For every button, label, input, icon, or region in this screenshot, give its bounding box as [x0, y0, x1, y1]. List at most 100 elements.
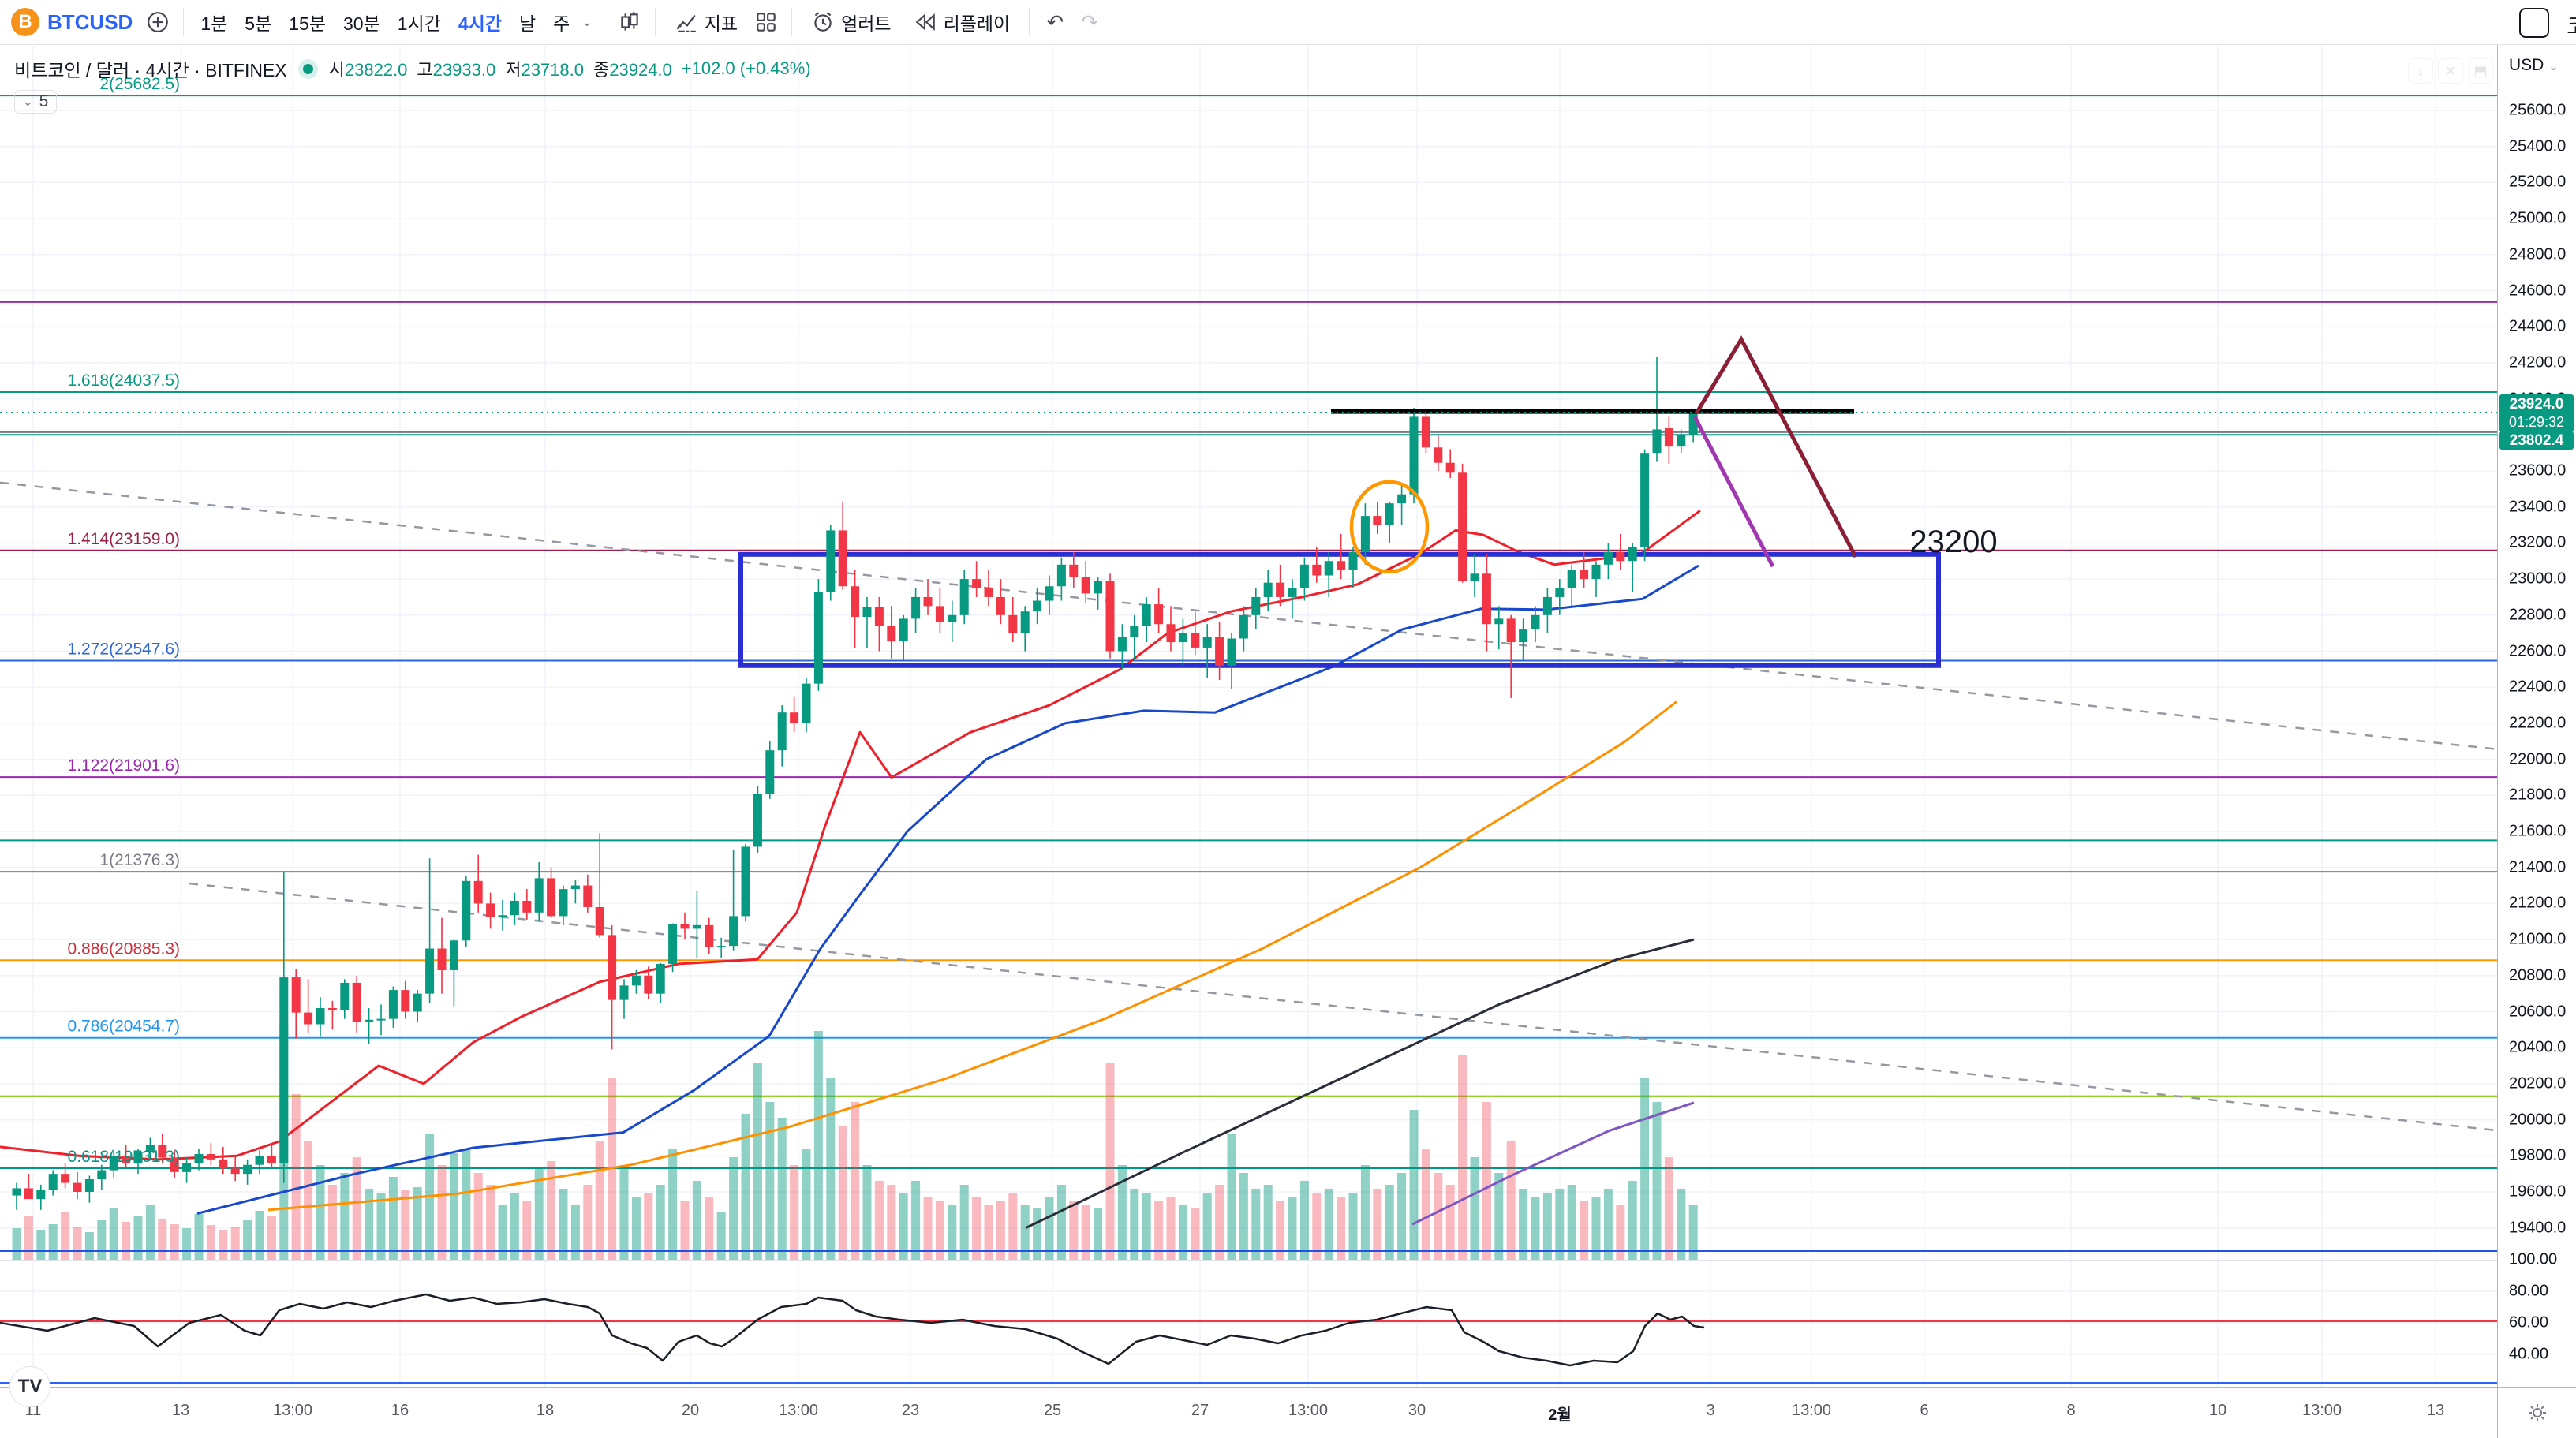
price-tick-label: 25200.0	[2509, 173, 2567, 191]
price-tick-label: 20800.0	[2509, 966, 2567, 984]
candlesticks	[12, 357, 1698, 1210]
price-tick-label: 20400.0	[2509, 1038, 2567, 1056]
rsi-tick-label: 60.00	[2509, 1313, 2549, 1332]
price-axis[interactable]: USD ⌄ 23924.0 01:29:32 23802.4 19400.0 19…	[2497, 45, 2576, 1387]
price-tick-label: 25000.0	[2509, 209, 2567, 227]
indicator-count: 5	[39, 92, 49, 110]
price-tick-label: 20600.0	[2509, 1003, 2567, 1020]
dashed-trendlines[interactable]	[0, 481, 2497, 1132]
ma-blue-line	[196, 564, 1699, 1215]
pane-control-buttons: ↓ ✕ ⬒	[2408, 58, 2493, 84]
rsi-tick-label: 40.00	[2509, 1345, 2549, 1363]
price-tick-label: 22600.0	[2509, 642, 2567, 659]
toolbar-separator	[791, 8, 793, 36]
price-tick-label: 24400.0	[2509, 317, 2567, 335]
timeframe-날[interactable]: 날	[519, 13, 537, 34]
time-tick-label: 13:00	[272, 1402, 313, 1419]
timeframe-5분[interactable]: 5분	[245, 13, 272, 34]
chart-style-button[interactable]	[612, 5, 647, 39]
purple-trendline[interactable]	[1692, 416, 1775, 568]
line-price-badge: 23802.4	[2499, 431, 2574, 450]
svg-text:2(25682.5): 2(25682.5)	[99, 75, 180, 93]
price-tick-label: 21000.0	[2509, 930, 2567, 948]
chevron-down-icon: ⌄	[23, 95, 33, 109]
price-tick-label: 19800.0	[2509, 1146, 2567, 1164]
ohlc-low: 저23718.0	[505, 60, 584, 80]
volume-bars	[0, 1023, 2497, 1260]
bitcoin-logo-icon: B	[11, 8, 39, 36]
time-tick-label: 30	[1408, 1402, 1426, 1419]
rsi-line	[0, 1293, 1705, 1367]
maximize-pane-icon[interactable]: ⬒	[2468, 58, 2493, 84]
top-toolbar: B BTCUSD 1분 5분 15분 30분 1시간 4시간 날 주 ⌄ 지표	[0, 0, 2576, 45]
symbol-title[interactable]: 비트코인 / 달러 · 4시간 · BITFINEX	[14, 60, 287, 80]
orange-ellipse-highlight[interactable]	[1349, 480, 1430, 574]
redo-icon[interactable]: ↷	[1081, 9, 1099, 34]
projection-triangle[interactable]	[1694, 335, 1858, 558]
price-tick-label: 22200.0	[2509, 714, 2567, 732]
time-tick-label: 2월	[1548, 1406, 1572, 1424]
blue-range-box[interactable]	[738, 551, 1941, 668]
symbol-button[interactable]: BTCUSD	[47, 9, 133, 34]
move-pane-down-icon[interactable]: ↓	[2408, 58, 2433, 84]
price-tick-label: 23000.0	[2509, 570, 2567, 588]
timeframe-1분[interactable]: 1분	[200, 13, 228, 34]
time-tick-label: 16	[391, 1402, 409, 1419]
candlestick-icon	[621, 12, 638, 31]
multichart-layout-button[interactable]	[749, 5, 783, 39]
price-tick-label: 19600.0	[2509, 1182, 2567, 1201]
indicators-collapse-button[interactable]: ⌄ 5	[14, 90, 58, 114]
toolbar-separator	[654, 8, 656, 36]
ohlc-high: 고23933.0	[417, 60, 496, 80]
svg-text:1.122(21901.6): 1.122(21901.6)	[68, 756, 180, 775]
price-tick-label: 20000.0	[2509, 1111, 2567, 1129]
price-tick-label: 23600.0	[2509, 461, 2567, 480]
time-tick-label: 3	[1706, 1402, 1715, 1419]
timeframe-30분[interactable]: 30분	[343, 13, 380, 34]
time-tick-label: 13:00	[1791, 1402, 1832, 1419]
indicators-button[interactable]: 지표	[664, 5, 749, 39]
price-tick-label: 21200.0	[2509, 894, 2567, 912]
close-pane-icon[interactable]: ✕	[2438, 58, 2463, 84]
price-tick-label: 23200.0	[2509, 533, 2567, 551]
ma-orange-line	[267, 700, 1677, 1212]
time-tick-label: 10	[2208, 1402, 2227, 1419]
price-tick-label: 22000.0	[2509, 750, 2567, 768]
timeframe-1시간[interactable]: 1시간	[397, 13, 441, 34]
time-tick-label: 13:00	[1288, 1402, 1329, 1419]
alarm-clock-icon	[814, 12, 832, 32]
svg-text:0.618(19731.3): 0.618(19731.3)	[68, 1148, 180, 1166]
currency-label: USD	[2509, 56, 2544, 74]
time-axis[interactable]: 11 13 13:00 16 18 20 13:00 23 25 27 13:00 30 2월 3 13:0…	[0, 1387, 2497, 1438]
fullscreen-icon[interactable]	[2519, 8, 2549, 38]
rsi-tick-label: 100.00	[2509, 1250, 2558, 1268]
price-annotation-text[interactable]: 23200	[1909, 525, 1997, 559]
compare-add-icon[interactable]	[140, 5, 175, 39]
timeframe-주[interactable]: 주	[553, 13, 570, 34]
ohlc-close: 종23924.0	[593, 60, 672, 80]
price-tick-label: 23400.0	[2509, 498, 2567, 516]
time-tick-label: 27	[1191, 1402, 1209, 1419]
timeframe-4시간[interactable]: 4시간	[458, 13, 502, 34]
chevron-down-icon[interactable]: ⌄	[581, 16, 593, 29]
price-tick-label: 21600.0	[2509, 822, 2567, 840]
replay-button[interactable]: 리플레이	[903, 5, 1022, 39]
tradingview-logo[interactable]: TV	[9, 1366, 50, 1407]
undo-icon[interactable]: ↶	[1046, 9, 1064, 34]
gear-icon	[2528, 1404, 2546, 1421]
fib-retracement-lines[interactable]	[0, 95, 2497, 1169]
svg-text:1.618(24037.5): 1.618(24037.5)	[68, 372, 180, 390]
alert-button[interactable]: 얼러트	[800, 5, 902, 39]
timeframe-15분[interactable]: 15분	[289, 13, 326, 34]
price-tick-label: 21400.0	[2509, 858, 2567, 876]
indicators-icon	[676, 14, 696, 32]
ma-black-line	[1025, 938, 1695, 1230]
toolbar-separator	[183, 8, 185, 36]
svg-text:1.272(22547.6): 1.272(22547.6)	[68, 640, 180, 658]
axis-settings-corner[interactable]	[2497, 1387, 2576, 1438]
currency-selector[interactable]: USD ⌄	[2509, 56, 2559, 75]
toolbar-separator	[1029, 8, 1030, 36]
chart-canvas[interactable]: 23200 2(25682.5) 1.618(24037.5) 1.414(23159…	[0, 0, 2497, 1438]
rsi-pane	[0, 1293, 2497, 1384]
